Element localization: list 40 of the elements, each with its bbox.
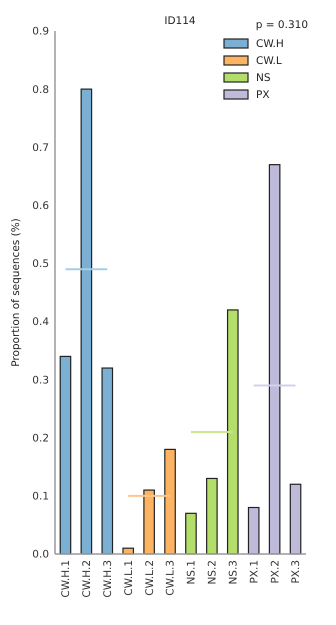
bar (164, 448, 176, 555)
y-tick-label: 0.7 (32, 142, 49, 154)
y-tick-label: 0.9 (32, 26, 49, 38)
x-tick-label: NS.2 (206, 560, 219, 585)
y-tick-label: 0.4 (32, 316, 50, 328)
legend-label: CW.L (256, 55, 282, 68)
bar (185, 512, 197, 555)
y-tick-label: 0.1 (32, 490, 49, 503)
y-tick-label: 0.5 (32, 258, 49, 270)
bar (290, 484, 302, 555)
bar (80, 88, 92, 555)
x-tick-label: CW.H.3 (102, 560, 114, 598)
bar (101, 367, 114, 555)
bar (143, 489, 155, 555)
bar (60, 356, 72, 555)
bar (226, 309, 239, 555)
x-tick-label: NS.1 (186, 560, 198, 585)
legend-label: PX (256, 89, 270, 102)
legend-label: CW.H (256, 38, 284, 50)
y-tick-label: 0.8 (32, 84, 49, 96)
x-tick-label: PX.1 (248, 560, 260, 584)
bar (268, 164, 280, 555)
y-tick-label: 0.2 (32, 432, 49, 444)
y-tick-label: 0.3 (32, 374, 49, 386)
x-tick-label: PX.2 (269, 560, 282, 584)
legend-label: NS (256, 72, 271, 84)
x-tick-label: PX.3 (290, 560, 302, 584)
x-tick-label: NS.3 (227, 560, 240, 585)
x-tick-label: CW.H.1 (60, 560, 72, 598)
bar (206, 478, 218, 555)
x-tick-label: CW.L.3 (164, 560, 177, 596)
x-tick-label: CW.L.2 (144, 560, 156, 596)
bar (248, 506, 260, 555)
x-tick-label: CW.H.2 (81, 560, 94, 598)
annotation: p = 0.310 (256, 19, 308, 31)
y-axis-title: Proportion of sequences (%) (10, 218, 22, 367)
y-tick-label: 0.6 (32, 200, 50, 212)
chart-title: ID114 (164, 15, 196, 27)
y-tick-label: 0.0 (32, 548, 49, 561)
x-tick-label: CW.L.1 (122, 560, 135, 596)
